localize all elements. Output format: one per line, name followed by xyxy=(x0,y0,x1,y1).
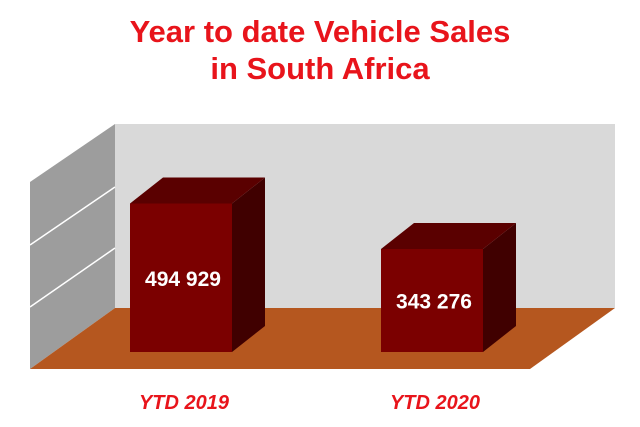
bar xyxy=(381,223,516,352)
category-label: YTD 2020 xyxy=(390,392,480,414)
side-wall xyxy=(30,124,115,369)
chart-title-line-2: in South Africa xyxy=(210,51,430,86)
gridline xyxy=(29,247,116,308)
bar-top xyxy=(130,177,265,204)
data-label: 494 929 xyxy=(145,268,221,291)
chart-title-line-1: Year to date Vehicle Sales xyxy=(129,14,511,49)
bar-front xyxy=(381,249,483,352)
bar xyxy=(130,177,265,352)
gridline xyxy=(29,186,116,246)
floor xyxy=(30,308,615,369)
category-label: YTD 2019 xyxy=(139,392,230,414)
bar-top xyxy=(381,223,516,250)
bar-side xyxy=(232,177,265,352)
bar-front xyxy=(130,203,232,352)
data-label: 343 276 xyxy=(396,291,472,314)
bar-side xyxy=(483,223,516,352)
